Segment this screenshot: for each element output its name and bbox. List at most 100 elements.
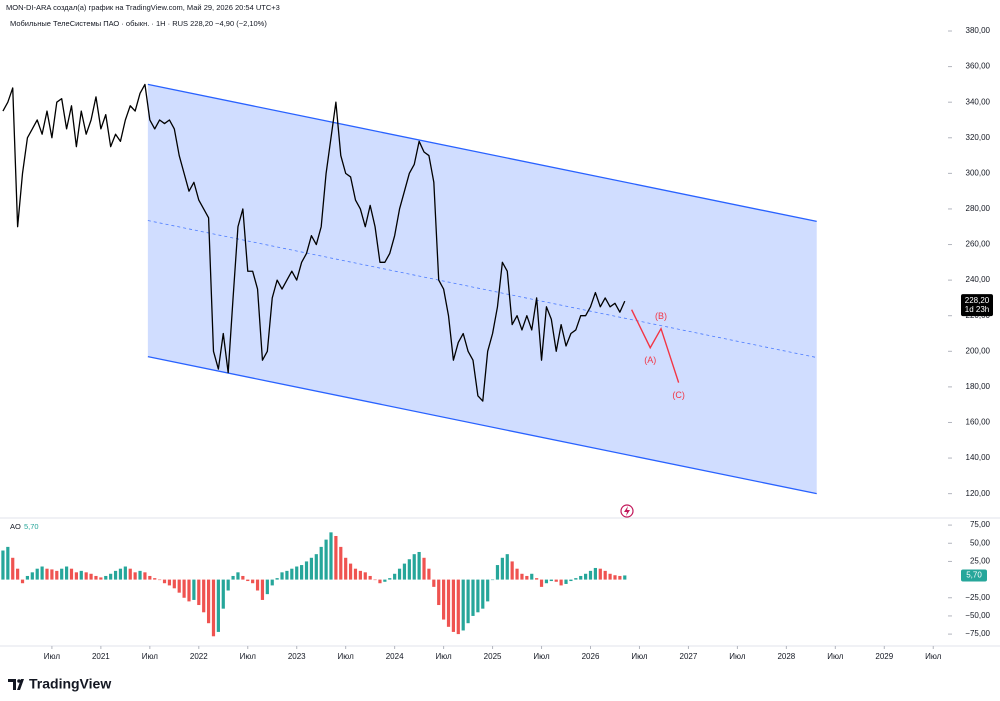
ao-bar <box>113 570 118 580</box>
ao-bar <box>510 561 514 580</box>
ao-bar <box>133 572 137 580</box>
channel-fill <box>147 84 817 494</box>
ao-bar <box>148 575 152 580</box>
ao-bar <box>216 579 220 632</box>
ao-bar <box>255 579 260 591</box>
ao-bar <box>358 570 362 580</box>
ao-bar <box>236 572 240 580</box>
author-line: MON-DI-ARA создал(а) график на TradingVi… <box>6 3 280 12</box>
ao-bar <box>579 575 583 580</box>
ao-bar <box>500 557 504 580</box>
ao-bar <box>348 563 353 580</box>
ao-bar <box>11 557 15 580</box>
wave-projection <box>631 309 680 383</box>
logo[interactable]: TradingView <box>8 676 111 692</box>
ao-bar <box>486 579 490 602</box>
ao-bar <box>417 551 421 580</box>
ao-bar <box>40 566 44 580</box>
x-tick-label: Июл <box>533 652 550 661</box>
ao-bar <box>192 579 196 600</box>
ao-bar <box>226 579 230 591</box>
logo-text: TradingView <box>29 676 111 692</box>
y-tick-label: 320,00 <box>966 133 991 142</box>
ao-bar <box>363 572 367 580</box>
ao-bar <box>50 569 54 580</box>
y-tick-label: 240,00 <box>966 275 991 284</box>
x-tick-label: Июл <box>435 652 452 661</box>
ao-bar <box>495 565 500 580</box>
x-tick-label: Июл <box>631 652 648 661</box>
ao-bar <box>461 579 465 631</box>
ao-bar <box>84 572 88 580</box>
ao-bar <box>280 572 284 580</box>
ao-bar <box>177 579 181 593</box>
last-ao-label: 5,70 <box>966 571 982 580</box>
ao-bar <box>588 570 593 580</box>
ao-bar <box>1 550 5 580</box>
wave-label: (C) <box>672 390 685 400</box>
ao-bar <box>221 579 225 609</box>
ao-bar <box>295 566 299 580</box>
ao-bar <box>490 579 495 581</box>
ao-bar <box>344 557 348 580</box>
icon-bolt <box>624 506 630 516</box>
ao-bar <box>118 568 123 580</box>
ao-bar <box>525 575 529 580</box>
ao-bar <box>432 579 436 587</box>
ao-bar <box>109 573 113 580</box>
ao-bar <box>99 577 103 580</box>
x-tick-label: Июл <box>338 652 355 661</box>
ao-bar <box>466 579 470 624</box>
x-tick-label: Июл <box>925 652 942 661</box>
ao-bar <box>608 573 612 580</box>
ao-bar <box>505 554 509 580</box>
ao-bar <box>123 566 127 580</box>
ao-bar <box>402 563 407 580</box>
ao-bar <box>456 579 460 635</box>
y-tick-label: −75,00 <box>965 629 990 638</box>
y-tick-label: 25,00 <box>970 557 991 566</box>
ao-bar <box>182 579 186 598</box>
ao-bar <box>167 579 172 586</box>
ao-bar <box>481 579 485 609</box>
symbol-line: Мобильные ТелеСистемы ПАО · обыкн. · 1H … <box>10 19 267 28</box>
ao-bar <box>64 566 69 580</box>
y-tick-label: 180,00 <box>966 382 991 391</box>
y-tick-label: 75,00 <box>970 520 991 529</box>
ao-bar <box>539 579 544 587</box>
ao-bar <box>549 579 553 582</box>
y-tick-label: 300,00 <box>966 168 991 177</box>
y-tick-label: 120,00 <box>966 489 991 498</box>
x-tick-label: 2021 <box>92 652 110 661</box>
x-tick-label: 2027 <box>680 652 698 661</box>
wave-label: (B) <box>655 311 667 321</box>
ao-bar <box>309 557 314 580</box>
ao-bar <box>353 568 358 580</box>
ao-bar <box>520 573 524 580</box>
ao-bar <box>138 570 142 580</box>
ao-bar <box>187 579 191 602</box>
ao-bar <box>427 568 431 580</box>
ao-bar <box>476 579 480 613</box>
ao-bar <box>593 567 597 580</box>
ao-bar <box>69 568 74 580</box>
x-tick-label: 2028 <box>777 652 795 661</box>
ao-bar <box>603 570 607 580</box>
y-tick-label: 140,00 <box>966 453 991 462</box>
last-price-box <box>961 294 993 317</box>
ao-bar <box>368 575 372 580</box>
ao-bar <box>270 579 274 586</box>
lightning-icon[interactable] <box>620 504 634 518</box>
ao-bar <box>613 575 617 580</box>
ao-bar <box>554 579 558 582</box>
ao-bar <box>544 579 549 584</box>
x-tick-label: 2029 <box>875 652 893 661</box>
x-tick-label: 2022 <box>190 652 208 661</box>
ao-bar <box>162 579 167 584</box>
ao-bar <box>535 578 539 580</box>
ao-bar <box>324 539 328 580</box>
ao-bar <box>260 579 265 600</box>
y-tick-label: −50,00 <box>965 611 990 620</box>
x-tick-label: 2023 <box>288 652 306 661</box>
